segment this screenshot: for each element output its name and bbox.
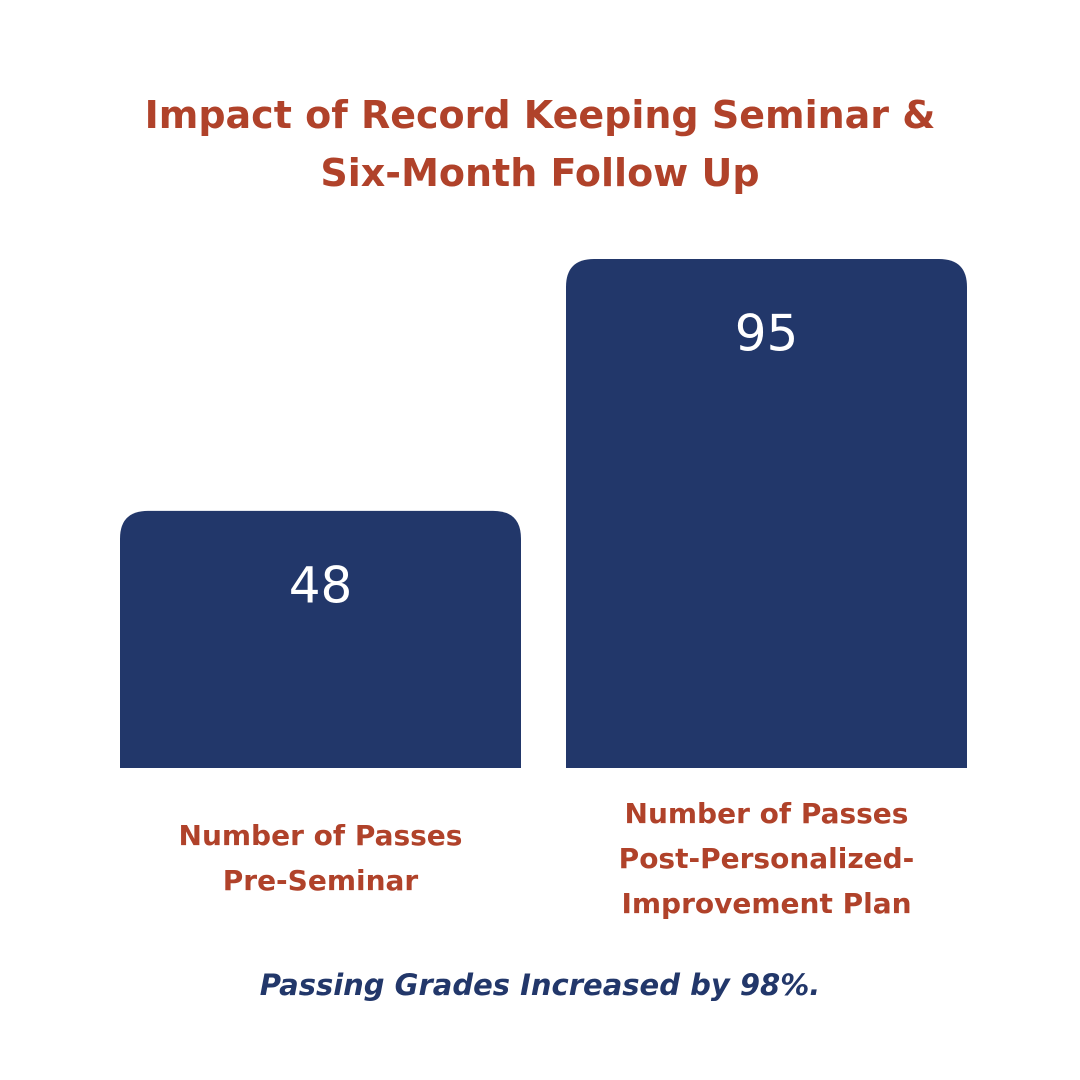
category-label: Number of Passes Pre-Seminar (178, 819, 463, 897)
category-label: Number of Passes Post-Personalized- Impr… (618, 796, 915, 920)
bar (566, 259, 967, 768)
footnote: Passing Grades Increased by 98%. (259, 968, 821, 1002)
chart-title: Impact of Record Keeping Seminar & Six-M… (144, 93, 936, 195)
value-label: 95 (735, 305, 799, 363)
value-label: 48 (289, 556, 353, 614)
bar (120, 510, 521, 768)
